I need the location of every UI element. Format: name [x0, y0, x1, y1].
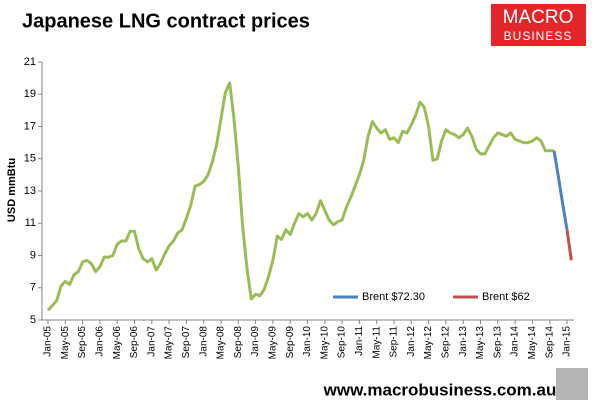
x-tick-label: Jan-06: [95, 326, 106, 357]
legend-label: Brent $72.30: [362, 291, 425, 303]
x-tick-label: Sep-09: [285, 326, 296, 359]
x-tick-label: Sep-10: [337, 326, 348, 359]
y-tick-label: 21: [24, 56, 36, 68]
x-tick-label: Sep-11: [389, 326, 400, 358]
y-tick-label: 9: [30, 249, 36, 261]
y-tick-label: 19: [24, 88, 36, 100]
y-tick-label: 11: [25, 217, 36, 229]
y-tick-label: 13: [24, 185, 36, 197]
legend-label: Brent $62: [482, 291, 530, 303]
y-tick-label: 15: [24, 153, 36, 165]
x-tick-label: Jan-15: [562, 326, 573, 357]
x-tick-label: May-09: [268, 326, 279, 360]
logo-box: [491, 4, 586, 46]
line-series: [565, 229, 573, 261]
x-tick-label: May-14: [527, 326, 538, 360]
x-tick-label: Jan-13: [458, 326, 469, 357]
y-axis-label: USD mmBtu: [6, 158, 18, 222]
x-tick-label: May-05: [60, 326, 71, 360]
wolf-icon: [556, 368, 588, 400]
x-tick-label: Jan-12: [406, 326, 417, 357]
x-tick-label: Sep-05: [77, 326, 88, 359]
y-tick-label: 17: [24, 120, 36, 132]
y-tick-label: 7: [30, 282, 36, 294]
x-tick-label: Sep-08: [233, 326, 244, 359]
x-tick-label: Jan-14: [510, 326, 521, 357]
x-tick-label: Sep-13: [492, 326, 503, 359]
x-tick-label: May-08: [216, 326, 227, 360]
x-tick-label: Jan-08: [198, 326, 209, 357]
logo-text: BUSINESS: [504, 29, 573, 43]
x-tick-label: Sep-14: [544, 326, 555, 359]
line-series: [552, 150, 569, 230]
x-tick-label: May-12: [423, 326, 434, 360]
x-tick-label: Jan-07: [146, 326, 157, 357]
chart-title: Japanese LNG contract prices: [22, 10, 310, 32]
x-tick-label: May-10: [319, 326, 330, 360]
x-tick-label: Sep-06: [129, 326, 140, 359]
x-tick-label: May-06: [112, 326, 123, 360]
footer: www.macrobusiness.com.au: [323, 380, 557, 399]
x-tick-label: Jan-11: [354, 326, 365, 356]
logo-text: MACRO: [503, 7, 574, 28]
x-tick-label: Jan-10: [302, 326, 313, 357]
x-tick-label: May-07: [164, 326, 175, 360]
x-tick-label: Sep-12: [441, 326, 452, 359]
y-tick-label: 5: [30, 314, 36, 326]
line-series: [46, 81, 555, 312]
x-tick-label: Sep-07: [181, 326, 192, 359]
x-tick-label: May-13: [475, 326, 486, 360]
x-tick-label: Jan-09: [250, 326, 261, 357]
x-tick-label: May-11: [371, 326, 382, 359]
x-tick-label: Jan-05: [43, 326, 54, 357]
